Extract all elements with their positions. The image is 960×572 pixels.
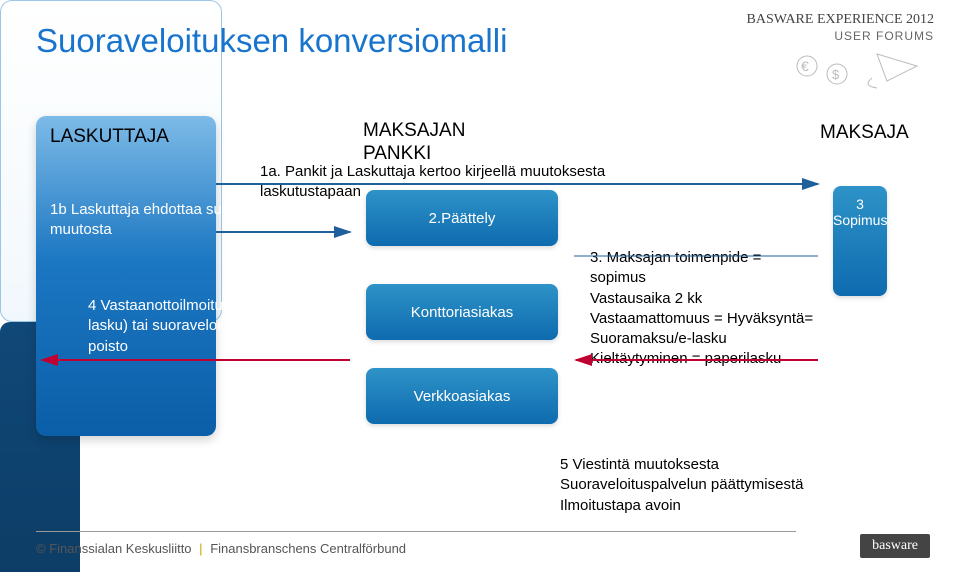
payer-label: MAKSAJA bbox=[820, 122, 909, 144]
line-1b-text: 1b Laskuttaja ehdottaa suoraveloituksen … bbox=[50, 200, 330, 241]
contract-top: 3 bbox=[833, 196, 887, 212]
footer-divider bbox=[36, 531, 796, 532]
line-5-text: 5 Viestintä muutoksestaSuoraveloituspalv… bbox=[560, 455, 860, 516]
line-4-text: 4 Vastaanottoilmoitus (suoramaksu/e-lask… bbox=[88, 296, 348, 357]
sub-branch-customer: Konttoriasiakas bbox=[366, 284, 558, 340]
footer-right: Finansbranschens Centralförbund bbox=[210, 541, 406, 556]
payer-bank-label: MAKSAJANPANKKI bbox=[363, 120, 465, 166]
footer-left: © Finanssialan Keskusliitto bbox=[36, 541, 192, 556]
header-l1: BASWARE EXPERIENCE 2012 bbox=[747, 12, 934, 29]
line-1a-text: 1a. Pankit ja Laskuttaja kertoo kirjeell… bbox=[260, 162, 690, 203]
footer: © Finanssialan Keskusliitto | Finansbran… bbox=[36, 541, 406, 556]
page-title: Suoraveloituksen konversiomalli bbox=[36, 22, 507, 60]
contract-pill: 3 Sopimus bbox=[833, 186, 887, 296]
sub-online-customer: Verkkoasiakas bbox=[366, 368, 558, 424]
svg-text:$: $ bbox=[832, 67, 840, 82]
header-right: BASWARE EXPERIENCE 2012 USER FORUMS bbox=[747, 12, 934, 43]
contract-bottom: Sopimus bbox=[833, 212, 887, 228]
svg-text:€: € bbox=[801, 58, 809, 74]
header-l2: USER FORUMS bbox=[747, 29, 934, 43]
footer-sep: | bbox=[195, 541, 206, 556]
invoicer-label: LASKUTTAJA bbox=[50, 126, 169, 148]
invoicer-pill bbox=[36, 116, 216, 436]
header-deco-icon: € $ bbox=[787, 46, 927, 86]
line-3-text: 3. Maksajan toimenpide = sopimusVastausa… bbox=[590, 248, 820, 370]
basware-logo: basware bbox=[860, 534, 930, 558]
